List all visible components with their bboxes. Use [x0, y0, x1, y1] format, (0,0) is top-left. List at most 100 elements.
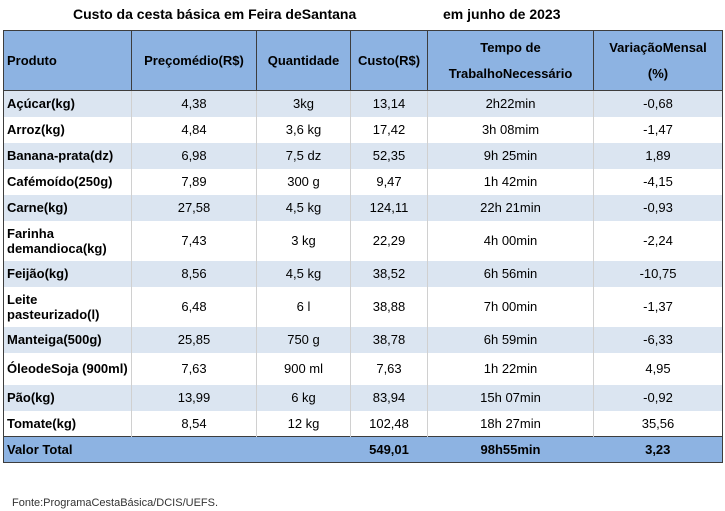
title-period: em junho de 2023 [443, 6, 561, 22]
cell-monthly-change: -2,24 [593, 220, 723, 261]
total-row: Valor Total 549,01 98h55min 3,23 [3, 436, 723, 463]
col-header-work-time: Tempo de TrabalhoNecessário [427, 30, 594, 91]
total-cost: 549,01 [350, 436, 428, 463]
cell-cost: 17,42 [350, 116, 428, 143]
cell-product: Arroz(kg) [3, 116, 132, 143]
cell-work-time: 6h 56min [427, 260, 594, 287]
cell-cost: 38,88 [350, 286, 428, 327]
cell-product: Banana-prata(dz) [3, 142, 132, 169]
cell-product: Farinha demandioca(kg) [3, 220, 132, 261]
cell-quantity: 3kg [256, 90, 351, 117]
cell-cost: 22,29 [350, 220, 428, 261]
cell-quantity: 12 kg [256, 410, 351, 437]
cell-cost: 52,35 [350, 142, 428, 169]
table-row: Tomate(kg) 8,54 12 kg 102,48 18h 27min 3… [3, 410, 723, 437]
cell-avg-price: 7,43 [131, 220, 257, 261]
table-row: Feijão(kg) 8,56 4,5 kg 38,52 6h 56min -1… [3, 260, 723, 287]
cell-monthly-change: 4,95 [593, 352, 723, 385]
cell-cost: 83,94 [350, 384, 428, 411]
total-label: Valor Total [3, 436, 132, 463]
total-avg-price-empty [131, 436, 257, 463]
col-header-work-time-line2: TrabalhoNecessário [448, 65, 573, 81]
cell-monthly-change: -0,68 [593, 90, 723, 117]
cell-work-time: 9h 25min [427, 142, 594, 169]
cell-quantity: 7,5 dz [256, 142, 351, 169]
cell-product: Cafémoído(250g) [3, 168, 132, 195]
cell-avg-price: 27,58 [131, 194, 257, 221]
col-header-monthly-change: VariaçãoMensal (%) [593, 30, 723, 91]
cell-monthly-change: -10,75 [593, 260, 723, 287]
total-monthly-change: 3,23 [593, 436, 723, 463]
cell-monthly-change: -1,37 [593, 286, 723, 327]
cell-cost: 9,47 [350, 168, 428, 195]
cell-work-time: 1h 42min [427, 168, 594, 195]
cell-product: Pão(kg) [3, 384, 132, 411]
cell-monthly-change: -0,92 [593, 384, 723, 411]
total-work-time: 98h55min [427, 436, 594, 463]
cell-cost: 7,63 [350, 352, 428, 385]
cell-work-time: 15h 07min [427, 384, 594, 411]
col-header-avg-price: Preçomédio(R$) [131, 30, 257, 91]
cell-avg-price: 6,48 [131, 286, 257, 327]
total-quantity-empty [256, 436, 351, 463]
cell-cost: 124,11 [350, 194, 428, 221]
table-row: Carne(kg) 27,58 4,5 kg 124,11 22h 21min … [3, 194, 723, 221]
source-note: Fonte:ProgramaCestaBásica/DCIS/UEFS. [12, 497, 219, 509]
cell-monthly-change: -0,93 [593, 194, 723, 221]
cell-product: ÓleodeSoja (900ml) [3, 352, 132, 385]
cell-work-time: 4h 00min [427, 220, 594, 261]
cell-product: Leite pasteurizado(l) [3, 286, 132, 327]
cell-quantity: 3 kg [256, 220, 351, 261]
cell-avg-price: 13,99 [131, 384, 257, 411]
cell-avg-price: 8,54 [131, 410, 257, 437]
col-header-quantity: Quantidade [256, 30, 351, 91]
table-row: Manteiga(500g) 25,85 750 g 38,78 6h 59mi… [3, 326, 723, 353]
cell-work-time: 22h 21min [427, 194, 594, 221]
cell-work-time: 6h 59min [427, 326, 594, 353]
table-row: Farinha demandioca(kg) 7,43 3 kg 22,29 4… [3, 220, 723, 261]
cell-cost: 13,14 [350, 90, 428, 117]
col-header-monthly-change-line2: (%) [647, 65, 669, 81]
cell-avg-price: 4,38 [131, 90, 257, 117]
table-row: ÓleodeSoja (900ml) 7,63 900 ml 7,63 1h 2… [3, 352, 723, 385]
cell-avg-price: 6,98 [131, 142, 257, 169]
cell-cost: 38,78 [350, 326, 428, 353]
cell-monthly-change: -1,47 [593, 116, 723, 143]
cell-quantity: 6 kg [256, 384, 351, 411]
cell-quantity: 4,5 kg [256, 260, 351, 287]
cell-work-time: 2h22min [427, 90, 594, 117]
col-header-cost: Custo(R$) [350, 30, 428, 91]
table-row: Açúcar(kg) 4,38 3kg 13,14 2h22min -0,68 [3, 90, 723, 117]
cell-quantity: 4,5 kg [256, 194, 351, 221]
cell-work-time: 18h 27min [427, 410, 594, 437]
cell-monthly-change: 1,89 [593, 142, 723, 169]
cell-product: Tomate(kg) [3, 410, 132, 437]
cell-product: Manteiga(500g) [3, 326, 132, 353]
cell-monthly-change: -6,33 [593, 326, 723, 353]
cell-work-time: 3h 08mim [427, 116, 594, 143]
basket-cost-table: Produto Preçomédio(R$) Quantidade Custo(… [3, 30, 723, 463]
col-header-monthly-change-line1: VariaçãoMensal [609, 39, 707, 55]
cell-quantity: 300 g [256, 168, 351, 195]
cell-monthly-change: 35,56 [593, 410, 723, 437]
cell-quantity: 750 g [256, 326, 351, 353]
cell-avg-price: 7,63 [131, 352, 257, 385]
cell-cost: 102,48 [350, 410, 428, 437]
table-row: Banana-prata(dz) 6,98 7,5 dz 52,35 9h 25… [3, 142, 723, 169]
cell-work-time: 7h 00min [427, 286, 594, 327]
title-main: Custo da cesta básica em Feira deSantana [73, 6, 357, 22]
cell-monthly-change: -4,15 [593, 168, 723, 195]
table-row: Leite pasteurizado(l) 6,48 6 l 38,88 7h … [3, 286, 723, 327]
cell-avg-price: 25,85 [131, 326, 257, 353]
cell-avg-price: 7,89 [131, 168, 257, 195]
col-header-product: Produto [3, 30, 132, 91]
cell-avg-price: 4,84 [131, 116, 257, 143]
cell-product: Feijão(kg) [3, 260, 132, 287]
cell-product: Carne(kg) [3, 194, 132, 221]
table-row: Pão(kg) 13,99 6 kg 83,94 15h 07min -0,92 [3, 384, 723, 411]
cell-work-time: 1h 22min [427, 352, 594, 385]
table-row: Cafémoído(250g) 7,89 300 g 9,47 1h 42min… [3, 168, 723, 195]
cell-product: Açúcar(kg) [3, 90, 132, 117]
cell-avg-price: 8,56 [131, 260, 257, 287]
table-title: Custo da cesta básica em Feira deSantana… [0, 4, 725, 26]
